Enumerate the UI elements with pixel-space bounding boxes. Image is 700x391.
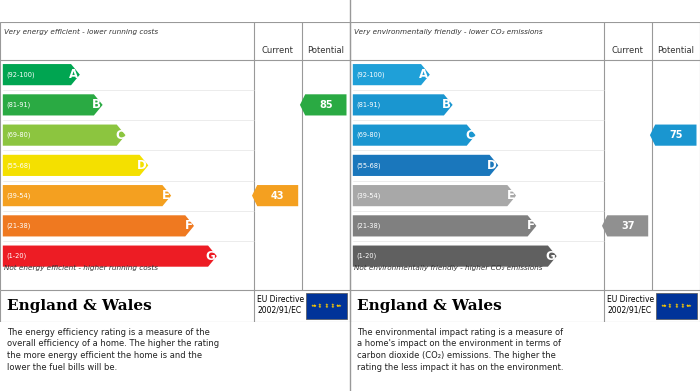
Text: (92-100): (92-100)	[356, 72, 385, 78]
Text: A: A	[419, 68, 428, 81]
Polygon shape	[3, 94, 103, 115]
Text: (1-20): (1-20)	[6, 253, 27, 259]
Text: Current: Current	[612, 46, 644, 55]
Polygon shape	[3, 155, 148, 176]
Text: ★: ★	[336, 305, 340, 308]
Text: C: C	[116, 129, 124, 142]
Text: (39-54): (39-54)	[6, 192, 31, 199]
Text: 85: 85	[319, 100, 332, 110]
Text: (1-20): (1-20)	[356, 253, 377, 259]
Polygon shape	[353, 246, 556, 267]
Polygon shape	[650, 125, 696, 146]
Text: ★: ★	[663, 305, 666, 308]
Text: The energy efficiency rating is a measure of the
overall efficiency of a home. T: The energy efficiency rating is a measur…	[7, 328, 219, 372]
Text: D: D	[487, 159, 497, 172]
Polygon shape	[602, 215, 648, 237]
Text: (81-91): (81-91)	[356, 102, 381, 108]
Text: ★: ★	[675, 303, 678, 307]
Text: G: G	[206, 249, 216, 263]
Text: ★: ★	[668, 303, 671, 307]
Text: D: D	[137, 159, 147, 172]
Text: ★: ★	[681, 303, 685, 307]
Text: ★: ★	[336, 303, 340, 308]
Text: 43: 43	[271, 191, 284, 201]
Text: B: B	[92, 99, 102, 111]
Text: ★: ★	[668, 305, 671, 309]
Text: ★: ★	[325, 303, 328, 307]
Text: ★: ★	[663, 303, 666, 308]
Text: The environmental impact rating is a measure of
a home's impact on the environme: The environmental impact rating is a mea…	[357, 328, 564, 372]
Polygon shape	[3, 64, 80, 85]
Text: (55-68): (55-68)	[6, 162, 31, 169]
Text: (92-100): (92-100)	[6, 72, 35, 78]
Text: Very environmentally friendly - lower CO₂ emissions: Very environmentally friendly - lower CO…	[354, 29, 542, 35]
Text: England & Wales: England & Wales	[7, 299, 152, 313]
Text: ★: ★	[325, 305, 328, 309]
Text: ★: ★	[318, 305, 321, 309]
Text: ★: ★	[331, 305, 335, 309]
Text: Environmental Impact (CO₂) Rating: Environmental Impact (CO₂) Rating	[357, 4, 631, 18]
Text: ★: ★	[313, 303, 316, 308]
Polygon shape	[353, 94, 453, 115]
Text: Not energy efficient - higher running costs: Not energy efficient - higher running co…	[4, 265, 158, 271]
Polygon shape	[3, 215, 194, 237]
Text: Potential: Potential	[657, 46, 694, 55]
Text: (69-80): (69-80)	[356, 132, 381, 138]
Text: Current: Current	[262, 46, 294, 55]
Text: F: F	[527, 219, 535, 232]
Text: (81-91): (81-91)	[6, 102, 31, 108]
Text: G: G	[545, 249, 555, 263]
Text: ★: ★	[331, 303, 335, 307]
Text: (55-68): (55-68)	[356, 162, 381, 169]
Text: ★: ★	[681, 305, 685, 309]
Polygon shape	[252, 185, 298, 206]
Text: 75: 75	[669, 130, 682, 140]
Bar	[657, 292, 696, 319]
Text: F: F	[185, 219, 193, 232]
Text: ★: ★	[338, 304, 342, 308]
Text: England & Wales: England & Wales	[357, 299, 502, 313]
Text: A: A	[69, 68, 78, 81]
Text: C: C	[466, 129, 474, 142]
Bar	[307, 292, 346, 319]
Polygon shape	[300, 94, 346, 115]
Text: ★: ★	[688, 304, 692, 308]
Text: 37: 37	[621, 221, 634, 231]
Text: ★: ★	[318, 303, 321, 307]
Text: ★: ★	[313, 305, 316, 308]
Text: EU Directive
2002/91/EC: EU Directive 2002/91/EC	[258, 295, 304, 314]
Polygon shape	[353, 185, 516, 206]
Text: Energy Efficiency Rating: Energy Efficiency Rating	[7, 4, 198, 18]
Text: ★: ★	[312, 304, 315, 308]
Polygon shape	[353, 155, 498, 176]
Polygon shape	[3, 246, 217, 267]
Text: B: B	[442, 99, 452, 111]
Polygon shape	[353, 215, 536, 237]
Polygon shape	[3, 185, 171, 206]
Text: E: E	[507, 189, 514, 202]
Text: (69-80): (69-80)	[6, 132, 31, 138]
Text: (21-38): (21-38)	[356, 222, 381, 229]
Text: ★: ★	[686, 305, 690, 308]
Text: ★: ★	[686, 303, 690, 308]
Text: E: E	[162, 189, 169, 202]
Text: EU Directive
2002/91/EC: EU Directive 2002/91/EC	[608, 295, 655, 314]
Text: (39-54): (39-54)	[356, 192, 381, 199]
Text: Very energy efficient - lower running costs: Very energy efficient - lower running co…	[4, 29, 158, 35]
Text: Not environmentally friendly - higher CO₂ emissions: Not environmentally friendly - higher CO…	[354, 265, 542, 271]
Polygon shape	[353, 64, 430, 85]
Text: ★: ★	[675, 305, 678, 309]
Polygon shape	[3, 125, 125, 146]
Text: Potential: Potential	[307, 46, 344, 55]
Text: (21-38): (21-38)	[6, 222, 31, 229]
Text: ★: ★	[662, 304, 665, 308]
Polygon shape	[353, 125, 475, 146]
